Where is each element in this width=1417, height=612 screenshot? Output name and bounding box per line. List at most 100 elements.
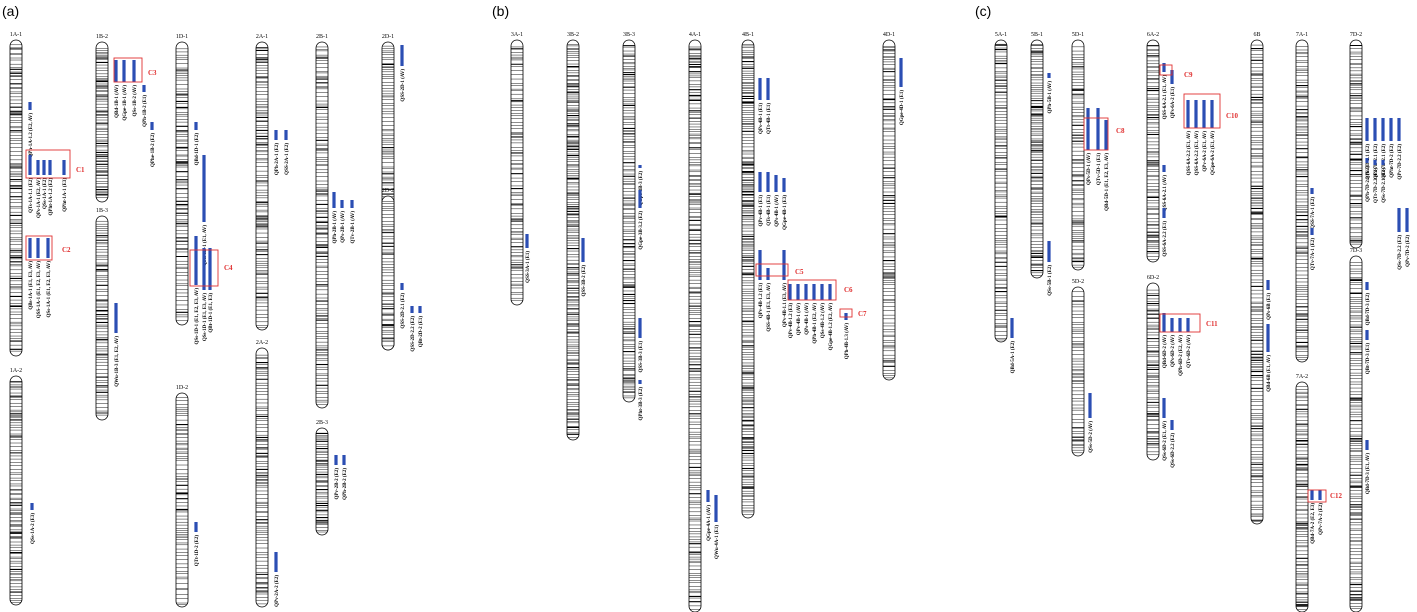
qtl-bar (122, 60, 126, 82)
qtl-marker: QPs-6A-2 (E1) (1170, 70, 1176, 118)
qtl-label: QSS-6A-2.2 (E1) (1163, 221, 1168, 257)
qtl-label: QPv-2A-2 (E2) (275, 575, 280, 607)
qtl-bar (899, 58, 903, 87)
qtl-label: QSs-1A-1 (E1, E2, E3, AV) (47, 261, 52, 318)
qtl-bar (342, 455, 346, 465)
qtl-label: QSs-4B-1.2 (AV) (821, 303, 826, 339)
chromosome-bands (1072, 46, 1084, 268)
qtl-bar (1086, 108, 1090, 150)
chromosome-label: 2A-2 (256, 340, 268, 346)
qtl-marker: QPs-4B-1 (E1) (758, 78, 764, 134)
qtl-label: QWu-1B-3 (E1, E2, AV) (115, 336, 120, 387)
qtl-label: QPht-3B-3 (E2) (639, 387, 644, 421)
qtl-marker: QBd-5A-1 (E2) (1010, 318, 1016, 373)
chromosome-outline (510, 39, 524, 306)
cluster-box (1307, 489, 1327, 503)
chromosome-4a-1: 4A-1 (688, 32, 702, 612)
chromosome-5b-1: 5B-1 (1030, 32, 1044, 279)
qtl-label: QGpe-3B-3.2 (E2) (639, 211, 644, 250)
qtl-label: QBd-1D-1 (E2) (195, 133, 200, 166)
qtl-marker: QGpe-4B-1.2 (E2, AV) (828, 284, 834, 350)
chromosome-5d-1: 5D-1 (1071, 32, 1085, 271)
qtl-bar (766, 78, 770, 100)
qtl-label: QPv-7D-2.2 (E2) (1398, 144, 1403, 180)
chromosome-label: 1D-1 (176, 34, 188, 40)
panel-label-2: (c) (975, 3, 991, 19)
qtl-label: QSS-3B-3 (E1) (639, 341, 644, 373)
qtl-label: QPs-4B-1 (E1) (759, 103, 764, 134)
qtl-label: QGpe-3B-3 (E2) (639, 171, 644, 206)
qtl-label: QPv-7D-2 (E2) (1406, 235, 1411, 267)
qtl-label: QSs-6D-2.2 (E2) (1171, 433, 1176, 468)
qtl-bar (1096, 108, 1100, 150)
cluster-box (25, 235, 53, 261)
chromosome-outline (1071, 286, 1085, 457)
qtl-label: QPv-4B-1 (E1) (759, 195, 764, 227)
qtl-bar (788, 284, 792, 300)
chromosome-outline (175, 41, 189, 326)
qtl-marker: QSs-4B-1.2 (AV) (820, 284, 826, 339)
qtl-marker: QSS-7A-1 (E2) (1310, 188, 1316, 229)
qtl-marker: QSs-1D-1 (E1, E3, AV) (202, 248, 208, 341)
chromosome-bands (96, 221, 108, 416)
panel-label-1: (b) (492, 3, 509, 19)
qtl-bar (332, 192, 336, 208)
qtl-bar (1389, 118, 1393, 141)
qtl-label: QPs-6B (E1) (1267, 293, 1272, 320)
cluster-c5: C5 (755, 263, 804, 277)
qtl-marker: QSS-3B-2 (E2) (581, 238, 587, 297)
qtl-bar (400, 283, 404, 290)
qtl-bar (1047, 241, 1051, 262)
qtl-bar (1047, 73, 1051, 78)
qtl-marker: QPv-7D-2 (E2) (1405, 208, 1411, 267)
qtl-bar (1373, 118, 1377, 141)
qtl-marker: QSS-6A-2.1 (E1, AV) (1162, 63, 1168, 119)
chromosome-bands (689, 46, 701, 610)
cluster-label: C5 (795, 268, 804, 276)
chromosome-5d-2: 5D-2 (1071, 279, 1085, 457)
qtl-bar (1365, 158, 1369, 163)
qtl-marker: QBd-7A-2 (E2, E3) (1310, 490, 1316, 544)
chromosome-bands (1251, 44, 1263, 522)
qtl-marker: QTv-2B-1 (AV) (350, 200, 356, 244)
qtl-marker: QPv-7D-2.2 (E2) (1397, 118, 1403, 180)
chromosome-6a-2: 6A-2 (1146, 32, 1160, 263)
qtl-bar (208, 248, 212, 290)
qtl-label: QPv-4B-1 (AV) (797, 303, 802, 336)
qtl-label: QSS-6A-2.2 (E1, AV) (1187, 131, 1192, 176)
qtl-bar (194, 236, 198, 285)
chromosome-bands (1147, 45, 1159, 260)
qtl-bar (1186, 100, 1190, 128)
qtl-bar (1266, 280, 1270, 290)
qtl-label: QBd-7D-3 (E1, AV) (1366, 453, 1371, 494)
qtl-marker: QBd-7D-3 (E2) (1365, 282, 1371, 325)
qtl-label: QPv-7A-2 (E2) (1319, 503, 1324, 535)
qtl-label: QPs-2B-1 (AV) (341, 211, 346, 243)
chromosome-bands (623, 45, 635, 399)
chromosome-label: 5D-2 (1072, 279, 1084, 285)
cluster-c7: C7 (839, 308, 867, 318)
qtl-label: QSS-4B-1 (E1, E3, AV) (767, 283, 772, 332)
chromosome-2a-1: 2A-1 (255, 34, 269, 331)
qtl-bar (1178, 318, 1182, 332)
chromosome-bands (96, 48, 108, 198)
qtl-bar (410, 306, 414, 313)
qtl-marker: QPs-4B-1 (AV) (774, 175, 780, 227)
qtl-bar (782, 250, 786, 280)
chromosome-bands (256, 47, 268, 328)
chromosome-7a-2: 7A-2 (1295, 374, 1309, 612)
cluster-label: C11 (1206, 320, 1218, 328)
chromosome-label: 5A-1 (995, 32, 1007, 38)
chromosome-outline (175, 392, 189, 608)
qtl-marker: QGpe-4D-1 (E1) (899, 58, 905, 125)
chromosome-label: 1A-2 (10, 368, 22, 374)
qtl-marker: QPh-6D-2 (E2, AV) (1178, 318, 1184, 376)
qtl-bar (782, 178, 786, 192)
qtl-marker: QSs-7D-2.1 (E2) (1381, 160, 1387, 203)
qtl-marker: QPh-7D-2.2 (E2) (1365, 158, 1371, 202)
qtl-marker: QGpe-3B-3.2 (E2) (638, 190, 644, 250)
qtl-bar (1186, 318, 1190, 332)
qtl-label: QSS-3B-2 (E2) (582, 265, 587, 297)
qtl-bar (28, 102, 32, 110)
qtl-label: QPht-1A-1 (E3) (63, 178, 68, 212)
